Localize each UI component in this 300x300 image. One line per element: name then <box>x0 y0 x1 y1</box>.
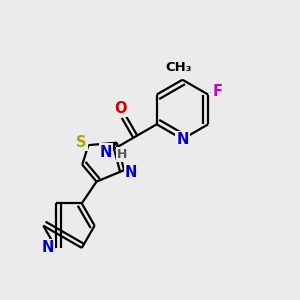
Text: N: N <box>176 132 189 147</box>
Text: F: F <box>213 84 223 99</box>
Text: O: O <box>114 101 127 116</box>
Text: CH₃: CH₃ <box>165 61 192 74</box>
Text: N: N <box>100 145 112 160</box>
Text: H: H <box>117 148 128 161</box>
Text: N: N <box>42 240 54 255</box>
Text: S: S <box>76 135 87 150</box>
Text: N: N <box>125 165 137 180</box>
